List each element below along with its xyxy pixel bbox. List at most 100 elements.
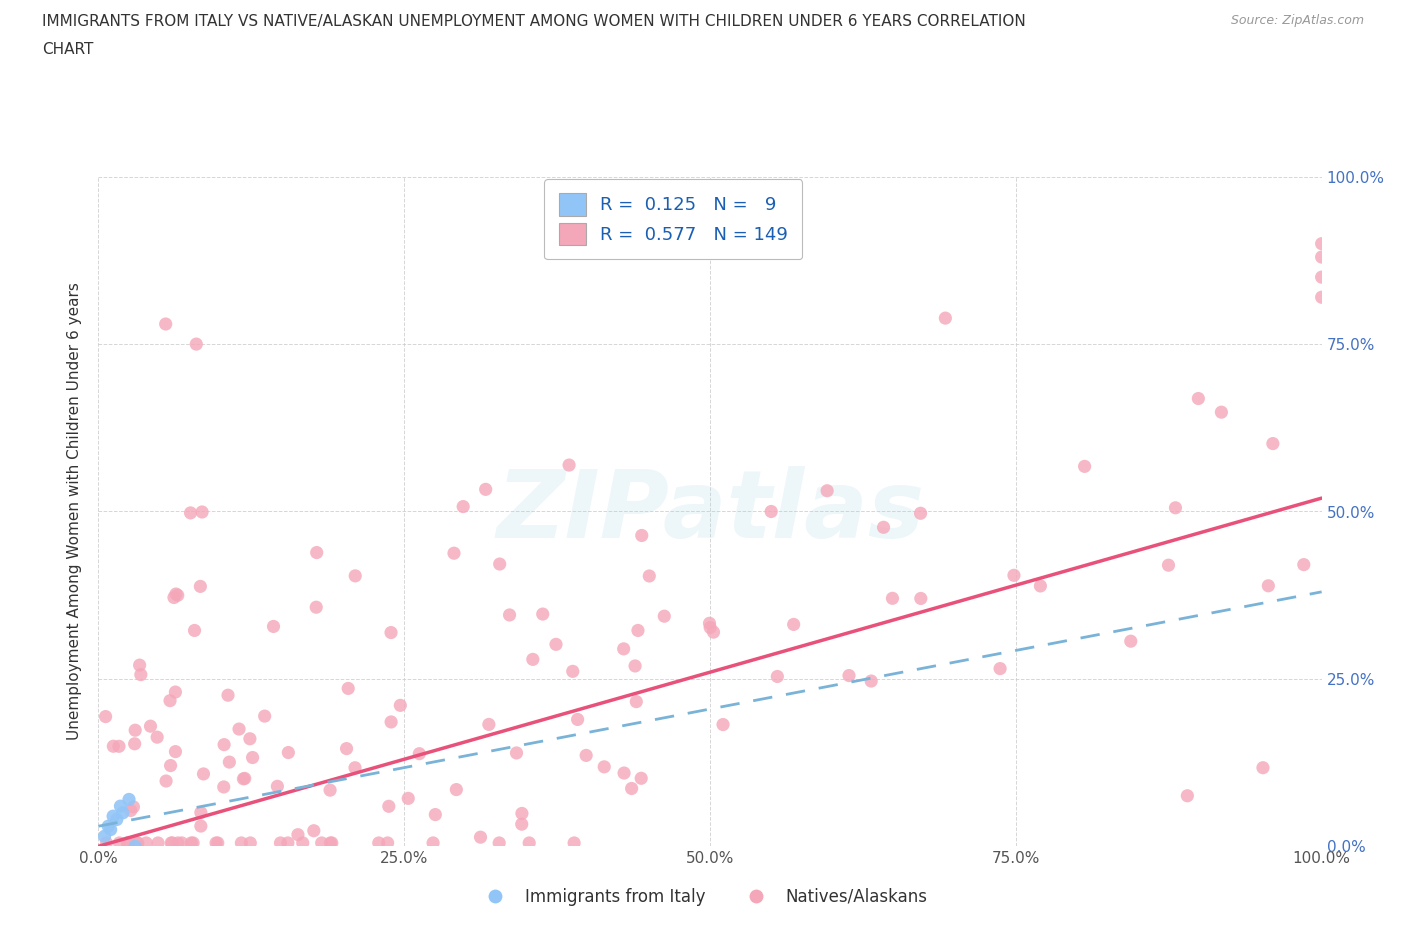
Point — [266, 778, 288, 793]
Point — [613, 765, 636, 780]
Point — [510, 806, 533, 821]
Point — [165, 587, 187, 602]
Point — [162, 835, 184, 850]
Point — [205, 835, 228, 850]
Legend: R =  0.125   N =   9, R =  0.577   N = 149: R = 0.125 N = 9, R = 0.577 N = 149 — [544, 179, 803, 259]
Point — [146, 835, 169, 850]
Point — [1310, 270, 1333, 285]
Point — [232, 771, 254, 786]
Point — [337, 681, 360, 696]
Point — [1164, 500, 1187, 515]
Point — [626, 694, 648, 709]
Point — [1157, 558, 1180, 573]
Point — [305, 600, 328, 615]
Point — [1251, 760, 1274, 775]
Point — [190, 805, 212, 820]
Point — [761, 504, 783, 519]
Point — [302, 823, 325, 838]
Point — [165, 684, 187, 699]
Point — [766, 669, 789, 684]
Point — [1310, 236, 1333, 251]
Point — [872, 520, 894, 535]
Point — [638, 568, 661, 583]
Point — [389, 698, 412, 712]
Text: ZIPatlas: ZIPatlas — [496, 466, 924, 557]
Point — [488, 835, 510, 850]
Point — [277, 745, 299, 760]
Point — [103, 738, 125, 753]
Point — [1310, 290, 1333, 305]
Point — [620, 781, 643, 796]
Point — [630, 528, 652, 543]
Point — [367, 835, 389, 850]
Point — [120, 803, 142, 817]
Point — [443, 546, 465, 561]
Point — [233, 771, 256, 786]
Point — [108, 835, 131, 850]
Point — [344, 568, 367, 583]
Point — [408, 746, 430, 761]
Point — [478, 717, 501, 732]
Point — [124, 737, 146, 751]
Point — [217, 688, 239, 703]
Point — [1119, 633, 1142, 648]
Point — [474, 482, 496, 497]
Point — [155, 316, 177, 331]
Point — [319, 835, 342, 850]
Point — [558, 458, 581, 472]
Point — [422, 835, 444, 850]
Point — [311, 835, 333, 850]
Point — [567, 712, 589, 727]
Point — [108, 738, 131, 753]
Point — [239, 835, 262, 850]
Point — [1310, 249, 1333, 264]
Legend: Immigrants from Italy, Natives/Alaskans: Immigrants from Italy, Natives/Alaskans — [472, 881, 934, 912]
Point — [377, 835, 399, 850]
Point — [97, 818, 120, 833]
Point — [910, 591, 932, 606]
Point — [180, 835, 202, 850]
Point — [575, 748, 598, 763]
Point — [699, 616, 721, 631]
Point — [470, 830, 492, 844]
Point — [378, 799, 401, 814]
Point — [488, 556, 510, 571]
Text: CHART: CHART — [42, 42, 94, 57]
Point — [1261, 436, 1284, 451]
Point — [111, 805, 134, 820]
Point — [122, 800, 145, 815]
Point — [207, 835, 229, 850]
Point — [702, 625, 724, 640]
Point — [1257, 578, 1279, 593]
Point — [544, 637, 567, 652]
Point — [212, 779, 235, 794]
Point — [396, 790, 419, 805]
Point — [627, 623, 650, 638]
Point — [510, 817, 533, 831]
Point — [287, 828, 309, 843]
Point — [652, 609, 675, 624]
Point — [160, 835, 183, 850]
Point — [446, 782, 468, 797]
Point — [860, 673, 883, 688]
Point — [451, 499, 474, 514]
Point — [105, 812, 128, 827]
Point — [186, 337, 208, 352]
Point — [127, 835, 149, 850]
Point — [1073, 458, 1095, 473]
Point — [183, 623, 205, 638]
Point — [181, 835, 204, 850]
Point — [128, 658, 150, 672]
Point — [531, 606, 554, 621]
Point — [129, 667, 152, 682]
Point — [139, 719, 162, 734]
Point — [882, 591, 904, 605]
Point — [93, 829, 115, 844]
Point — [269, 835, 291, 850]
Point — [988, 661, 1011, 676]
Point — [910, 506, 932, 521]
Point — [593, 760, 616, 775]
Point — [163, 590, 186, 604]
Point — [231, 835, 253, 850]
Point — [180, 505, 202, 520]
